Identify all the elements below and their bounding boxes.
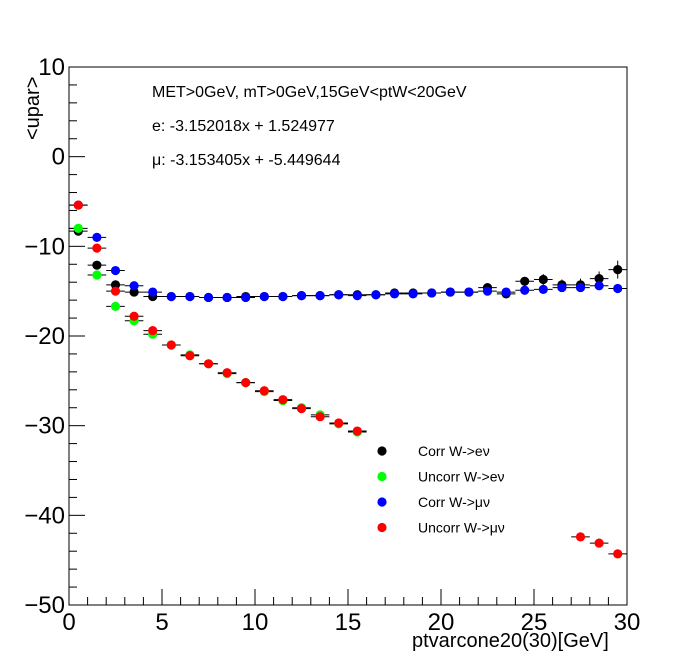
y-tick-label: −10	[24, 233, 65, 260]
data-point	[203, 359, 214, 369]
x-tick-label: 0	[62, 609, 75, 636]
data-point	[408, 289, 418, 299]
data-point	[352, 291, 362, 301]
legend-label: Corr W->μν	[418, 494, 490, 510]
data-point	[334, 418, 344, 428]
data-point	[148, 326, 158, 336]
legend: Corr W->eν Uncorr W->eν Corr W->μν Uncorr W…	[377, 443, 505, 536]
data-point	[538, 284, 548, 294]
data-point	[166, 340, 176, 350]
legend-marker	[377, 497, 387, 507]
annotation-selection: MET>0GeV, mT>0GeV,15GeV<ptW<20GeV	[152, 84, 467, 101]
y-tick-label: −20	[24, 323, 65, 350]
data-point	[185, 291, 195, 302]
legend-marker	[377, 446, 387, 456]
data-point	[613, 265, 623, 275]
data-point	[445, 287, 455, 297]
series-2	[69, 200, 627, 303]
legend-marker	[377, 471, 387, 482]
data-point	[92, 232, 102, 242]
data-point	[278, 395, 288, 405]
data-point	[110, 301, 121, 312]
axis-ticks: 0 5 10 15 20 25 30 −50 −40 −30 −20 −10 0 10	[24, 54, 640, 636]
data-point	[166, 291, 176, 302]
data-point	[148, 287, 158, 297]
data-point	[315, 291, 325, 301]
data-point	[315, 412, 325, 422]
data-points	[69, 200, 627, 559]
data-point	[129, 311, 139, 321]
data-point	[222, 292, 232, 303]
data-point	[92, 260, 102, 270]
data-point	[613, 283, 623, 294]
data-point	[538, 274, 548, 285]
x-tick-label: 25	[521, 609, 548, 636]
data-point	[389, 289, 400, 299]
data-point	[557, 282, 567, 293]
data-point	[371, 290, 381, 300]
data-point	[464, 287, 474, 297]
y-tick-label: −40	[24, 502, 65, 529]
y-axis-label: <upar>	[22, 76, 44, 140]
legend-label: Uncorr W->eν	[418, 469, 504, 485]
data-point	[222, 368, 232, 378]
x-tick-label: 15	[335, 609, 362, 636]
data-point	[613, 549, 623, 559]
annotation-muon-fit: μ: -3.153405x + -5.449644	[152, 152, 341, 169]
data-point	[129, 281, 139, 291]
data-point	[241, 292, 251, 303]
series-3	[69, 200, 627, 559]
data-point	[203, 292, 214, 303]
data-point	[73, 223, 83, 233]
data-point	[241, 378, 251, 388]
data-point	[427, 288, 437, 298]
y-tick-label: 0	[52, 144, 65, 171]
data-point	[259, 386, 269, 396]
data-point	[501, 287, 511, 297]
x-axis-label: ptvarcone20(30)[GeV]	[412, 630, 609, 652]
data-point	[575, 532, 586, 542]
data-point	[92, 270, 102, 280]
data-point	[594, 274, 604, 284]
legend-label: Corr W->eν	[418, 443, 490, 459]
data-point	[296, 291, 307, 301]
y-tick-label: 10	[38, 54, 65, 81]
data-point	[185, 351, 195, 361]
data-point	[520, 276, 530, 286]
x-tick-label: 20	[428, 609, 455, 636]
data-point	[92, 243, 102, 253]
data-point	[110, 286, 121, 296]
data-point	[259, 291, 269, 302]
data-point	[594, 281, 604, 291]
data-point	[334, 290, 344, 300]
data-point	[296, 404, 307, 414]
legend-label: Uncorr W->μν	[418, 520, 505, 536]
annotation-electron-fit: e: -3.152018x + 1.524977	[152, 118, 335, 135]
x-tick-label: 5	[155, 609, 168, 636]
data-point	[278, 291, 288, 302]
data-point	[594, 538, 604, 548]
x-tick-label: 10	[242, 609, 269, 636]
series-1	[69, 223, 367, 437]
y-tick-label: −30	[24, 413, 65, 440]
data-point	[352, 426, 362, 436]
x-tick-label: 30	[614, 609, 641, 636]
data-point	[520, 285, 530, 295]
data-point	[482, 286, 493, 296]
data-point	[73, 200, 83, 210]
data-point	[110, 265, 121, 276]
y-tick-label: −50	[24, 592, 65, 619]
legend-marker	[377, 522, 387, 533]
data-point	[575, 282, 586, 293]
